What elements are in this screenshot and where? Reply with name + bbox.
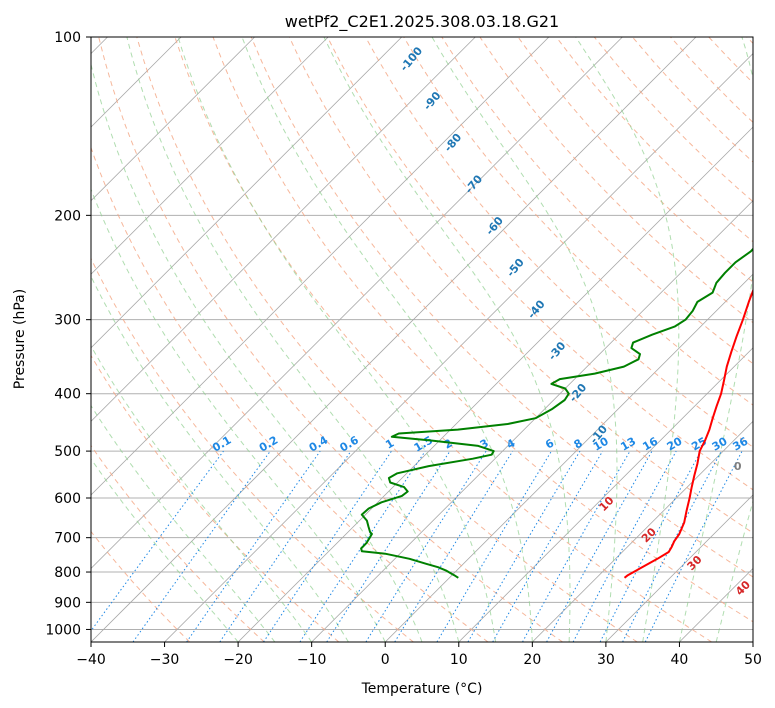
y-tick-label: 700: [54, 531, 81, 547]
x-tick-label: −10: [297, 652, 327, 668]
x-tick-label: 20: [523, 652, 541, 668]
isotherm-line: [532, 420, 753, 642]
moist-adiabat-line: [241, 37, 533, 642]
dry-adiabat-line: [174, 37, 712, 642]
mixing-ratio-line: [644, 450, 743, 642]
y-tick-label: 1000: [45, 622, 81, 638]
dry-adiabats: [91, 37, 753, 642]
mixing-ratio-line: [326, 450, 451, 642]
moist-adiabat-line: [91, 457, 239, 642]
isotherm-line: [458, 347, 753, 642]
dry-adiabat-line: [441, 37, 753, 365]
dry-adiabat-line: [212, 37, 753, 623]
isotherm-line: [605, 494, 753, 642]
isotherm-line: [237, 126, 753, 642]
moist-adiabat-line: [91, 62, 423, 642]
isotherm-line: [91, 37, 255, 202]
dry-adiabat-line: [136, 37, 638, 642]
x-axis-label: Temperature (°C): [361, 681, 483, 697]
isotherm-line: [311, 200, 753, 642]
y-axis-label: Pressure (hPa): [12, 289, 28, 389]
temperature-profile-line: [623, 288, 753, 579]
moist-adiabat-line: [177, 37, 497, 642]
isotherm-line: [384, 273, 753, 642]
y-tick-label: 300: [54, 313, 81, 329]
dewpoint-profile-line: [360, 247, 753, 579]
dry-adiabat-line: [98, 37, 563, 642]
moist-adiabat-line: [431, 37, 618, 642]
y-tick-label: 100: [54, 30, 81, 46]
y-tick-label: 200: [54, 208, 81, 224]
plot-frame: [90, 36, 754, 643]
sounding-profiles: [360, 247, 753, 579]
mixing-ratio-line: [546, 450, 653, 642]
moist-adiabat-line: [91, 404, 276, 642]
moist-adiabats: [91, 37, 753, 642]
dry-adiabat-line: [91, 257, 414, 642]
y-tick-label: 400: [54, 387, 81, 403]
dry-adiabat-line: [91, 146, 489, 642]
isotherm-line: [91, 37, 329, 275]
mixing-ratio-line: [299, 450, 426, 642]
moist-adiabat-line: [323, 37, 571, 642]
chart-title: wetPf2_C2E1.2025.308.03.18.G21: [285, 12, 559, 32]
mixing-ratio-line: [263, 450, 392, 642]
x-tick-label: 40: [671, 652, 689, 668]
dry-adiabat-line: [91, 530, 190, 642]
moist-adiabat-line: [91, 275, 349, 642]
isotherm-line: [164, 52, 753, 642]
x-axis-ticks: −40 −30 −20 −10 0 10 20 30 40 50: [76, 642, 762, 668]
moist-adiabat-line: [126, 37, 460, 642]
mixing-ratio-line: [186, 450, 321, 642]
zero-isotherm-label: 0: [734, 460, 742, 473]
mixing-ratio-lines: [91, 450, 743, 642]
mixing-ratio-line: [572, 450, 677, 642]
dry-adiabat-line: [517, 37, 753, 283]
plot-area: 0.1 0.2 0.4 0.6 1 1.5 2 3 4 6 8 10 13 16 20 25 30 36-100-…: [91, 37, 753, 642]
x-tick-label: 50: [744, 652, 762, 668]
y-tick-label: 600: [54, 491, 81, 507]
pressure-grid: [91, 37, 753, 630]
y-tick-label: 900: [54, 595, 81, 611]
mixing-ratio-line: [394, 450, 514, 642]
isotherm-line: [91, 37, 550, 496]
dry-adiabat-line: [91, 444, 265, 642]
x-tick-label: 0: [381, 652, 390, 668]
dry-adiabat-line: [250, 37, 753, 578]
isotherm-line: [91, 37, 403, 349]
x-tick-label: 10: [450, 652, 468, 668]
x-tick-label: −30: [150, 652, 180, 668]
x-tick-label: 30: [597, 652, 615, 668]
y-axis-ticks: 100 200 300 400 500 600 700 800 900 1000: [45, 30, 91, 638]
mixing-ratio-line: [219, 450, 352, 642]
mixing-ratio-line: [522, 450, 631, 642]
moist-adiabat-line: [91, 345, 313, 642]
x-tick-label: −40: [76, 652, 106, 668]
dry-adiabat-line: [288, 37, 753, 534]
dry-adiabat-line: [91, 354, 340, 642]
moist-adiabat-line: [91, 188, 386, 642]
dry-adiabat-line: [403, 37, 753, 406]
mixing-ratio-line: [91, 450, 224, 632]
isotherm-line: [91, 37, 476, 422]
dry-adiabat-line: [326, 37, 753, 491]
x-tick-label: −20: [223, 652, 253, 668]
moist-adiabat-line: [575, 37, 680, 642]
y-tick-label: 800: [54, 565, 81, 581]
isotherm-line: [91, 37, 623, 570]
y-tick-label: 500: [54, 444, 81, 460]
mixing-ratio-line: [132, 450, 271, 642]
